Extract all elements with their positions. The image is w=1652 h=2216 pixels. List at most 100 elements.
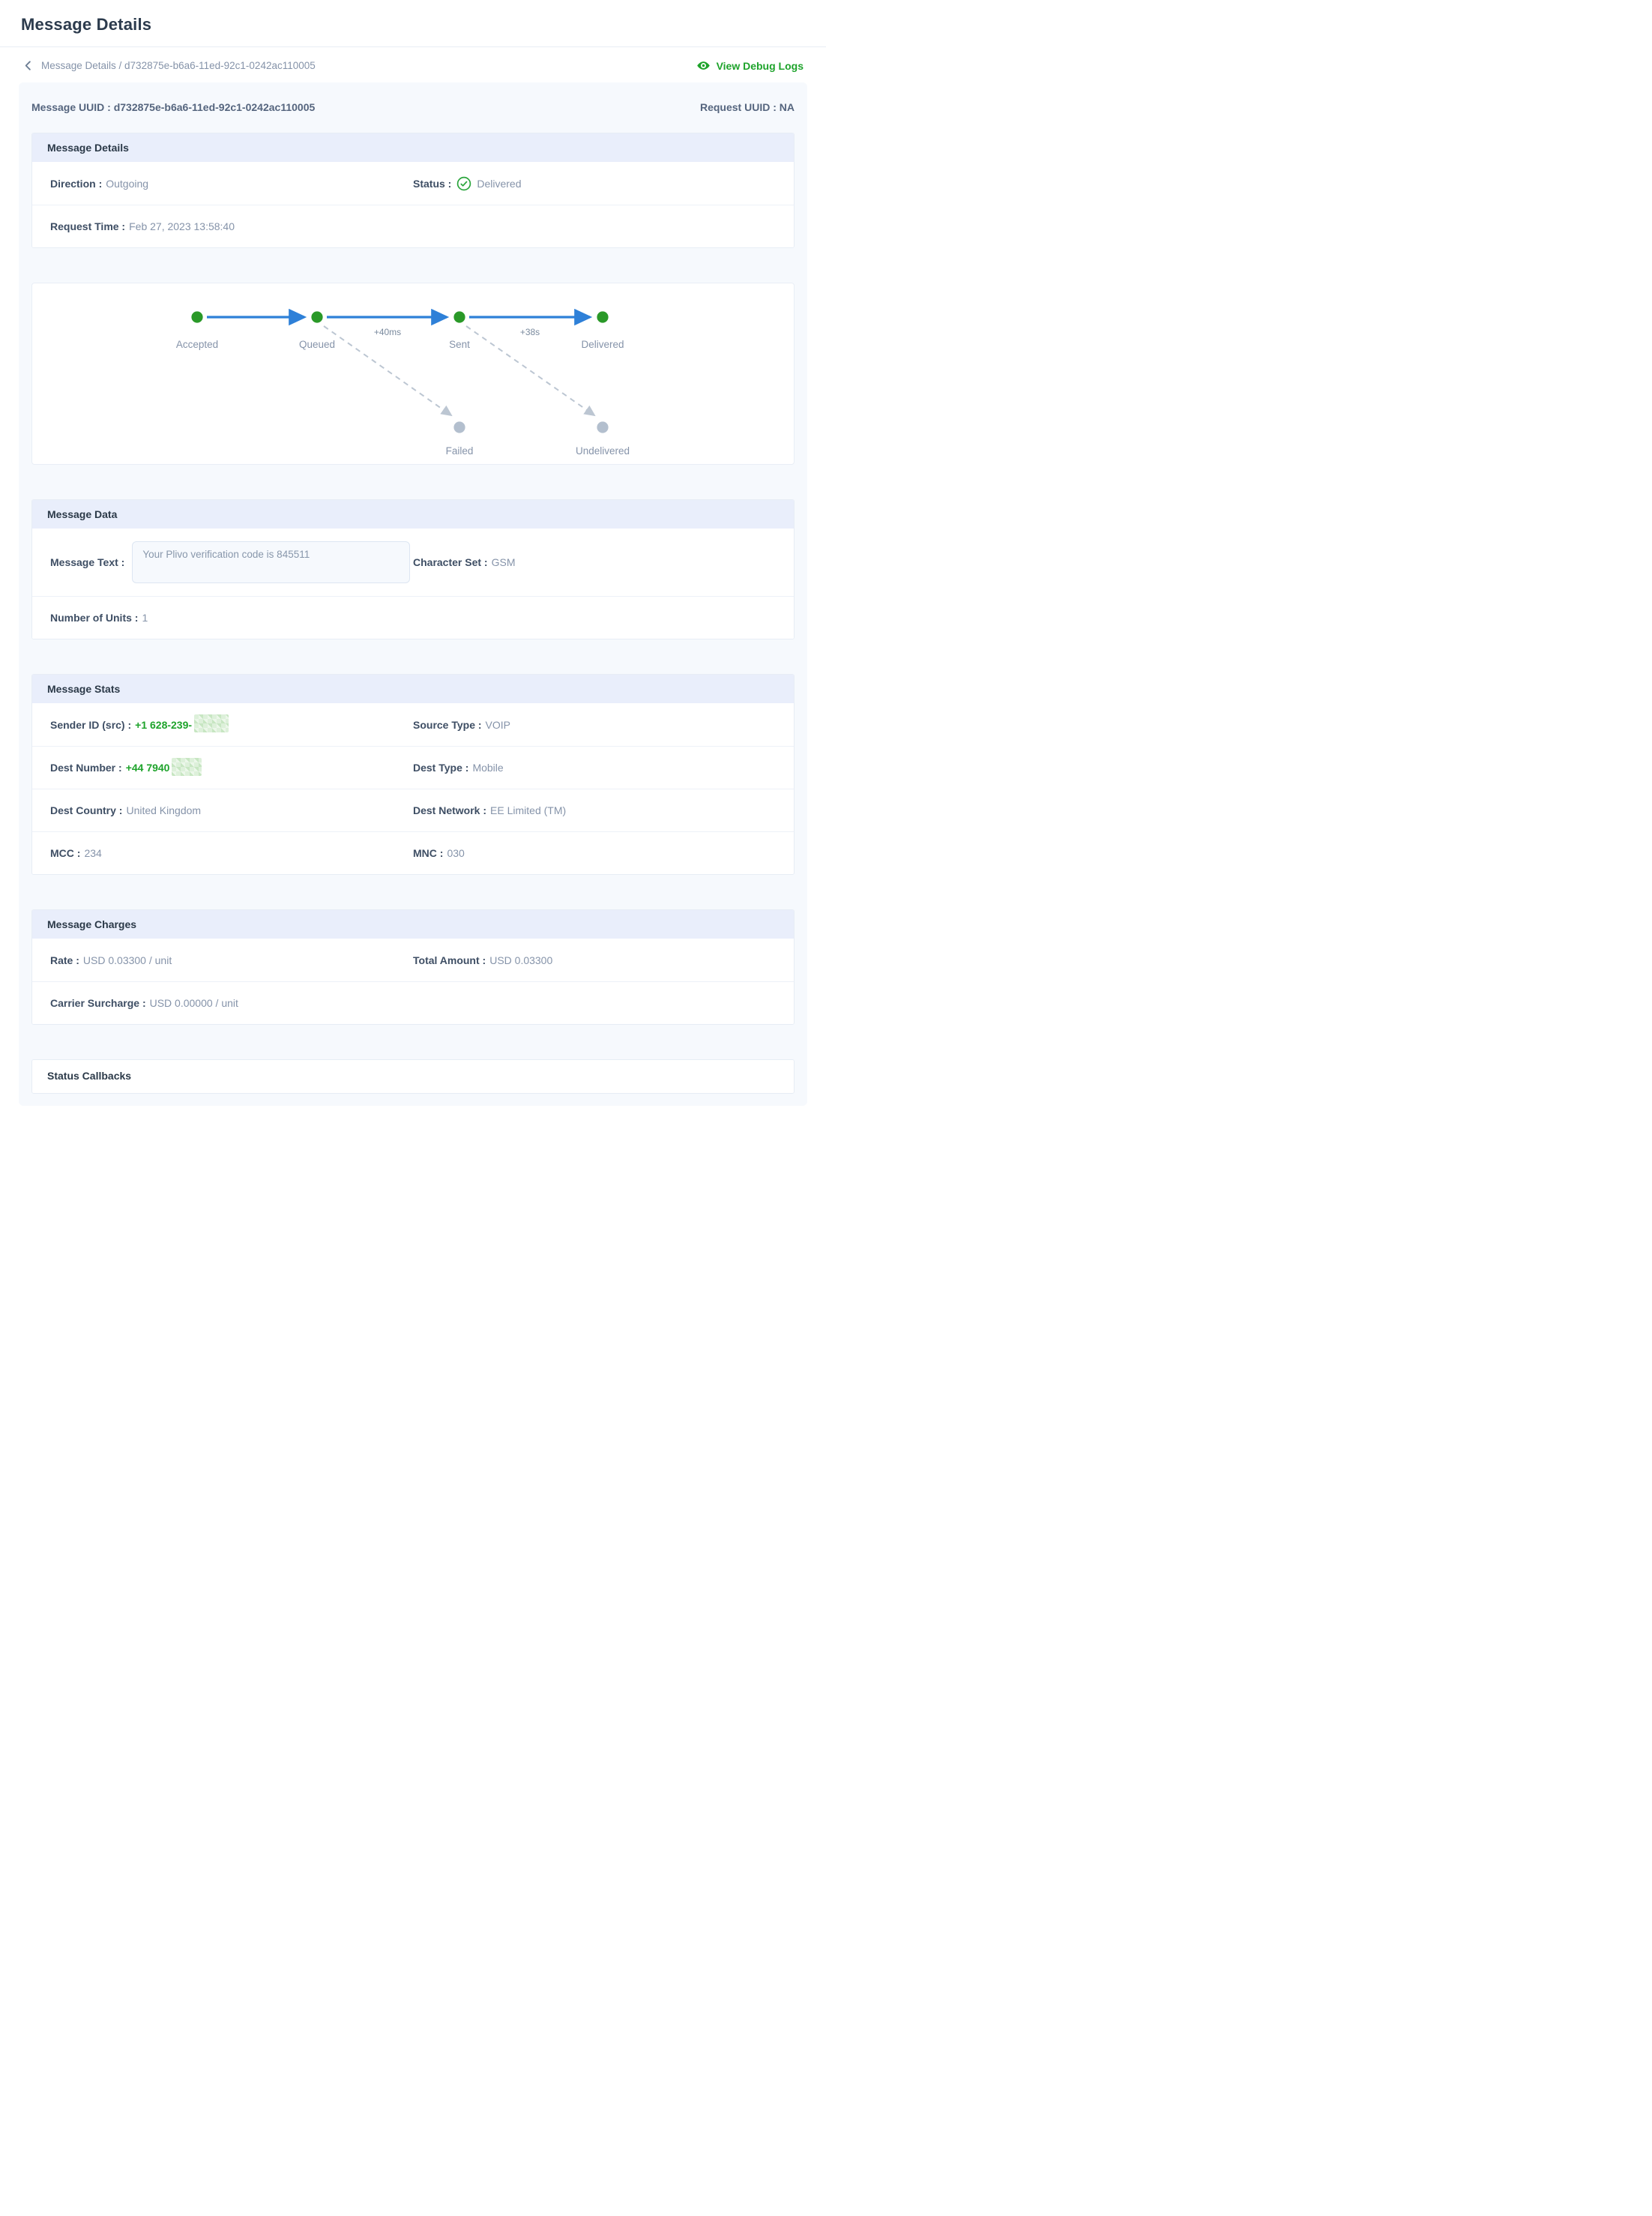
character-set-label: Character Set : [413,556,488,568]
row-rate-total: Rate : USD 0.03300 / unit Total Amount :… [32,939,794,981]
section-message-charges-title: Message Charges [32,910,794,939]
status-value: Delivered [477,177,522,190]
dot-delivered [597,311,609,323]
breadcrumb[interactable]: Message Details / d732875e-b6a6-11ed-92c… [22,60,316,71]
dest-country-label: Dest Country : [50,804,123,816]
source-type-field: Source Type : VOIP [413,719,776,731]
message-text-value: Your Plivo verification code is 845511 [142,549,310,560]
source-type-label: Source Type : [413,718,482,731]
character-set-value: GSM [491,556,516,568]
rate-field: Rate : USD 0.03300 / unit [50,954,413,966]
carrier-surcharge-field: Carrier Surcharge : USD 0.00000 / unit [50,997,776,1009]
stage-label-queued: Queued [299,339,335,350]
status-field: Status : Delivered [413,176,776,191]
mcc-label: MCC : [50,847,81,859]
row-dest-number-type: Dest Number : +44 7940 Dest Type : Mobil… [32,746,794,789]
row-direction-status: Direction : Outgoing Status : Delivered [32,162,794,205]
page-header: Message Details [0,0,826,46]
row-mcc-mnc: MCC : 234 MNC : 030 [32,831,794,874]
message-details-card: Message UUID : d732875e-b6a6-11ed-92c1-0… [19,82,807,1106]
sender-id-value: +1 628-239- [135,718,193,731]
section-status-callbacks-title: Status Callbacks [32,1060,794,1093]
section-message-data-title: Message Data [32,500,794,529]
page-title: Message Details [21,15,152,34]
eye-icon [696,58,711,73]
section-message-details-title: Message Details [32,133,794,162]
flow-svg: +40ms +38s Accepted Queued Sent Delivere… [176,308,630,457]
message-uuid-value: d732875e-b6a6-11ed-92c1-0242ac110005 [113,101,316,113]
units-field: Number of Units : 1 [50,612,776,624]
dest-number-field: Dest Number : +44 7940 [50,757,413,776]
stage-label-accepted: Accepted [176,339,218,350]
dot-undelivered [597,421,609,433]
dest-network-label: Dest Network : [413,804,487,816]
view-debug-logs-label: View Debug Logs [716,59,804,72]
uuid-bar: Message UUID : d732875e-b6a6-11ed-92c1-0… [31,95,795,122]
total-amount-label: Total Amount : [413,954,486,966]
dest-type-label: Dest Type : [413,762,469,774]
request-uuid: Request UUID : NA [700,101,795,113]
mnc-label: MNC : [413,847,444,859]
arrow-sent-undelivered [465,325,596,417]
dot-accepted [191,311,203,323]
check-circle-icon [456,176,471,191]
dest-number-redaction [172,757,202,776]
direction-label: Direction : [50,177,103,190]
breadcrumb-path[interactable]: Message Details / d732875e-b6a6-11ed-92c… [41,60,316,71]
arrow-queued-failed [323,325,453,417]
chevron-left-icon[interactable] [22,60,34,71]
mnc-value: 030 [447,847,465,859]
dest-country-value: United Kingdom [126,804,202,816]
dot-sent [453,311,465,323]
dot-queued [311,311,323,323]
section-message-stats: Message Stats Sender ID (src) : +1 628-2… [31,674,795,875]
dot-failed [453,421,465,433]
mcc-field: MCC : 234 [50,847,413,859]
stage-label-sent: Sent [449,339,470,350]
dest-number-value: +44 7940 [125,762,170,774]
direction-value: Outgoing [106,177,149,190]
total-amount-value: USD 0.03300 [489,954,553,966]
sender-id-label: Sender ID (src) : [50,718,132,731]
section-status-callbacks: Status Callbacks [31,1059,795,1094]
carrier-surcharge-value: USD 0.00000 / unit [149,997,238,1009]
section-message-charges: Message Charges Rate : USD 0.03300 / uni… [31,909,795,1025]
request-time-field: Request Time : Feb 27, 2023 13:58:40 [50,220,776,232]
dest-network-field: Dest Network : EE Limited (TM) [413,804,776,816]
row-number-of-units: Number of Units : 1 [32,596,794,639]
message-text-box: Your Plivo verification code is 845511 [132,541,411,583]
units-label: Number of Units : [50,612,139,624]
dest-network-value: EE Limited (TM) [490,804,567,816]
mcc-value: 234 [84,847,102,859]
rate-label: Rate : [50,954,79,966]
duration-queued-sent: +40ms [374,327,401,337]
row-sender-source: Sender ID (src) : +1 628-239- Source Typ… [32,703,794,746]
section-message-details: Message Details Direction : Outgoing Sta… [31,133,795,248]
carrier-surcharge-label: Carrier Surcharge : [50,997,146,1009]
request-time-label: Request Time : [50,220,126,232]
character-set-field: Character Set : GSM [413,556,776,568]
source-type-value: VOIP [485,718,511,731]
message-text-field: Message Text : Your Plivo verification c… [50,541,413,583]
row-carrier-surcharge: Carrier Surcharge : USD 0.00000 / unit [32,981,794,1024]
duration-sent-delivered: +38s [520,327,540,337]
stage-label-delivered: Delivered [581,339,624,350]
stage-label-failed: Failed [446,445,474,457]
stage-label-undelivered: Undelivered [576,445,630,457]
rate-value: USD 0.03300 / unit [82,954,172,966]
mnc-field: MNC : 030 [413,847,776,859]
row-dest-country-network: Dest Country : United Kingdom Dest Netwo… [32,789,794,831]
direction-field: Direction : Outgoing [50,178,413,190]
sender-id-redaction [194,714,229,732]
breadcrumb-row: Message Details / d732875e-b6a6-11ed-92c… [0,47,826,82]
units-value: 1 [142,612,148,624]
message-uuid-label: Message UUID : [31,101,111,113]
row-message-text: Message Text : Your Plivo verification c… [32,529,794,596]
dest-type-field: Dest Type : Mobile [413,762,776,774]
view-debug-logs-button[interactable]: View Debug Logs [696,58,804,73]
section-message-data: Message Data Message Text : Your Plivo v… [31,499,795,639]
message-text-label: Message Text : [50,556,125,568]
request-uuid-value: NA [779,101,795,113]
total-amount-field: Total Amount : USD 0.03300 [413,954,776,966]
request-time-value: Feb 27, 2023 13:58:40 [129,220,235,232]
